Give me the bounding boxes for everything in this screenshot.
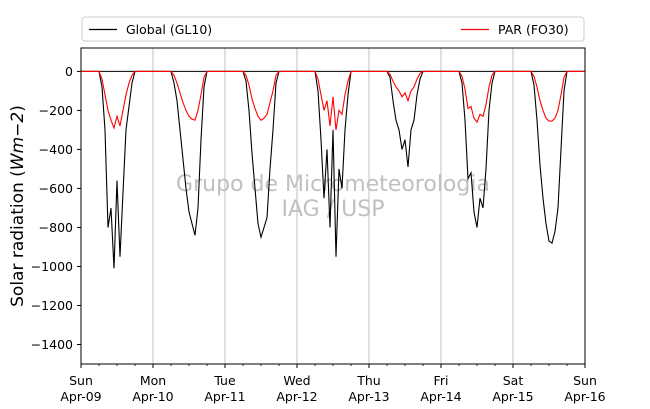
x-tick-label-weekday: Tue [213, 373, 236, 388]
y-axis-label: Solar radiation (Wm−2) [8, 105, 28, 307]
y-tick-label: −1200 [31, 298, 73, 313]
x-tick-label-date: Apr-12 [276, 389, 317, 404]
y-tick-label: −1400 [31, 337, 73, 352]
legend: Global (GL10) PAR (FO30) [81, 16, 585, 42]
x-tick-label-weekday: Sun [69, 373, 93, 388]
watermark-line-1: Grupo de Micrometeorologia [176, 172, 490, 197]
x-tick-label-date: Apr-09 [60, 389, 101, 404]
y-tick-label: −800 [39, 220, 73, 235]
x-tick-label-weekday: Wed [283, 373, 310, 388]
y-tick-label: −600 [39, 181, 73, 196]
y-tick-label: 0 [65, 64, 73, 79]
series-line-global [80, 70, 585, 269]
y-axis-label-main: Solar radiation ( [8, 170, 28, 307]
x-tick-label-date: Apr-16 [564, 389, 605, 404]
legend-frame [81, 16, 585, 42]
legend-label-global: Global (GL10) [126, 22, 212, 37]
grid [152, 48, 514, 364]
y-axis-label-close: ) [8, 105, 28, 112]
y-tick-label: −200 [39, 103, 73, 118]
x-tick-label-date: Apr-15 [492, 389, 533, 404]
x-tick-label-weekday: Fri [434, 373, 449, 388]
y-axis-label-unit: Wm−2 [8, 112, 28, 170]
x-axis: SunApr-09MonApr-10TueApr-11WedApr-12ThuA… [60, 364, 606, 404]
x-tick-label-date: Apr-10 [132, 389, 173, 404]
x-tick-label-weekday: Mon [140, 373, 166, 388]
x-tick-label-weekday: Sun [573, 373, 597, 388]
y-axis: 0 −200 −400 −600 −800 −1000 −1200 −1400 [31, 64, 81, 352]
series-line-par [80, 70, 585, 130]
x-tick-label-date: Apr-14 [420, 389, 461, 404]
legend-label-par: PAR (FO30) [498, 22, 569, 37]
y-tick-label: −400 [39, 142, 73, 157]
x-tick-label-weekday: Thu [356, 373, 380, 388]
x-tick-label-date: Apr-13 [348, 389, 389, 404]
watermark-line-2: IAG / USP [282, 197, 385, 222]
watermark: Grupo de Micrometeorologia IAG / USP [176, 172, 490, 222]
y-tick-label: −1000 [31, 259, 73, 274]
x-tick-label-date: Apr-11 [204, 389, 245, 404]
x-tick-label-weekday: Sat [503, 373, 524, 388]
